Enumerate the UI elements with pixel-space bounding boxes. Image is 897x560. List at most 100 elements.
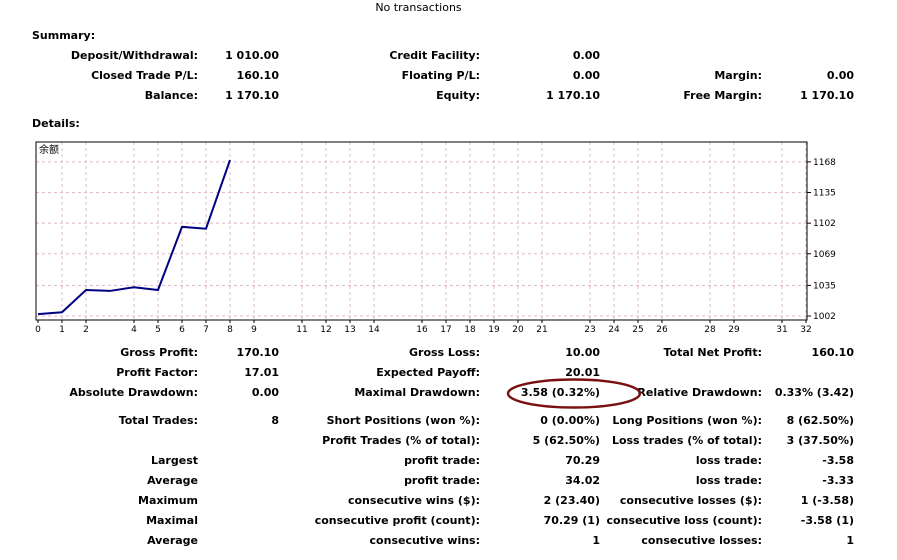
- total-trades-label: Total Trades:: [118, 414, 198, 427]
- chart-ticks: 0 1 2 4 5 6 7 8 9 11 12 13 14 16 17 18 19 20 21 23 24 25 26 28 2…: [35, 158, 836, 335]
- short-positions-value: 0 (0.00%): [540, 414, 600, 427]
- maximal-drawdown-value: 3.58 (0.32%): [520, 386, 600, 399]
- short-positions-label: Short Positions (won %):: [326, 414, 480, 427]
- gross-profit-value: 170.10: [236, 346, 279, 359]
- profit-trades-label: Profit Trades (% of total):: [322, 434, 480, 447]
- x-tick-label: 17: [440, 325, 451, 335]
- x-tick-label: 18: [464, 325, 476, 335]
- average-consecutive-wins-value: 1: [592, 534, 600, 547]
- chart-grid: [36, 142, 807, 320]
- maximal-consecutive-profit-label: consecutive profit (count):: [314, 514, 480, 527]
- x-tick-label: 32: [800, 325, 811, 335]
- y-tick-label: 1035: [813, 281, 836, 291]
- x-tick-label: 28: [704, 325, 716, 335]
- max-consecutive-losses-label: consecutive losses ($):: [619, 494, 762, 507]
- maximal-consecutive-profit-value: 70.29 (1): [543, 514, 600, 527]
- maximal-consecutive-loss-value: -3.58 (1): [800, 514, 854, 527]
- expected-payoff-label: Expected Payoff:: [376, 366, 480, 379]
- equity-label: Equity:: [436, 89, 480, 102]
- closed-pl-label: Closed Trade P/L:: [91, 69, 198, 82]
- summary-title: Summary:: [32, 29, 96, 42]
- balance-chart: 0 1 2 4 5 6 7 8 9 11 12 13 14 16 17 18 19 20 21 23 24 25 26 28 2…: [35, 141, 836, 335]
- profit-factor-label: Profit Factor:: [116, 366, 198, 379]
- free-margin-label: Free Margin:: [683, 89, 762, 102]
- total-trades-value: 8: [271, 414, 279, 427]
- x-tick-label: 21: [536, 325, 547, 335]
- long-positions-label: Long Positions (won %):: [612, 414, 762, 427]
- average-consecutive-losses-value: 1: [846, 534, 854, 547]
- y-tick-label: 1069: [813, 250, 836, 260]
- highlight-ellipse-shape: [506, 378, 642, 409]
- largest-loss-trade-value: -3.58: [822, 454, 854, 467]
- maximal-drawdown-label: Maximal Drawdown:: [354, 386, 480, 399]
- x-tick-label: 6: [179, 325, 185, 335]
- x-tick-label: 5: [155, 325, 161, 335]
- max-consecutive-losses-value: 1 (-3.58): [800, 494, 854, 507]
- largest-loss-trade-label: loss trade:: [695, 454, 762, 467]
- relative-drawdown-label: Relative Drawdown:: [637, 386, 762, 399]
- average-loss-trade-label: loss trade:: [695, 474, 762, 487]
- x-tick-label: 7: [203, 325, 209, 335]
- x-tick-label: 29: [728, 325, 740, 335]
- loss-trades-label: Loss trades (% of total):: [611, 434, 762, 447]
- balance-series-line: [37, 159, 231, 316]
- deposit-label: Deposit/Withdrawal:: [70, 49, 198, 62]
- y-tick-label: 1168: [813, 158, 836, 168]
- total-net-profit-value: 160.10: [811, 346, 854, 359]
- details-title: Details:: [32, 117, 80, 130]
- x-tick-label: 1: [59, 325, 65, 335]
- x-tick-label: 11: [296, 325, 307, 335]
- profit-factor-value: 17.01: [244, 366, 279, 379]
- average-profit-trade-value: 34.02: [565, 474, 600, 487]
- x-tick-label: 2: [83, 325, 89, 335]
- equity-value: 1 170.10: [546, 89, 600, 102]
- largest-profit-trade-label: profit trade:: [404, 454, 480, 467]
- credit-value: 0.00: [572, 49, 600, 62]
- average-consecutive-label: Average: [147, 534, 198, 547]
- relative-drawdown-value: 0.33% (3.42): [774, 386, 854, 399]
- x-tick-label: 12: [320, 325, 331, 335]
- x-tick-label: 9: [251, 325, 257, 335]
- balance-label: Balance:: [144, 89, 198, 102]
- highlight-ellipse: [506, 378, 642, 409]
- x-tick-label: 19: [488, 325, 500, 335]
- free-margin-value: 1 170.10: [800, 89, 854, 102]
- average-consecutive-wins-label: consecutive wins:: [369, 534, 480, 547]
- x-tick-label: 4: [131, 325, 137, 335]
- chart-title: 余额: [39, 143, 59, 156]
- average-label: Average: [147, 474, 198, 487]
- margin-value: 0.00: [826, 69, 854, 82]
- floating-pl-label: Floating P/L:: [401, 69, 480, 82]
- x-tick-label: 13: [344, 325, 355, 335]
- max-consecutive-wins-value: 2 (23.40): [543, 494, 600, 507]
- deposit-value: 1 010.00: [225, 49, 279, 62]
- largest-label: Largest: [151, 454, 198, 467]
- balance-value: 1 170.10: [225, 89, 279, 102]
- long-positions-value: 8 (62.50%): [786, 414, 854, 427]
- y-tick-label: 1102: [813, 219, 836, 229]
- gross-loss-value: 10.00: [565, 346, 600, 359]
- x-tick-label: 31: [776, 325, 787, 335]
- y-tick-label: 1135: [813, 189, 836, 199]
- gross-loss-label: Gross Loss:: [409, 346, 480, 359]
- x-tick-label: 26: [656, 325, 668, 335]
- y-tick-label: 1002: [813, 312, 836, 322]
- x-tick-label: 14: [368, 325, 380, 335]
- floating-pl-value: 0.00: [572, 69, 600, 82]
- loss-trades-value: 3 (37.50%): [786, 434, 854, 447]
- x-tick-label: 24: [608, 325, 620, 335]
- expected-payoff-value: 20.01: [565, 366, 600, 379]
- average-profit-trade-label: profit trade:: [404, 474, 480, 487]
- absolute-drawdown-label: Absolute Drawdown:: [69, 386, 198, 399]
- x-tick-label: 0: [35, 325, 41, 335]
- absolute-drawdown-value: 0.00: [251, 386, 279, 399]
- maximal-label: Maximal: [146, 514, 198, 527]
- maximal-consecutive-loss-label: consecutive loss (count):: [606, 514, 762, 527]
- total-net-profit-label: Total Net Profit:: [663, 346, 763, 359]
- average-consecutive-losses-label: consecutive losses:: [641, 534, 762, 547]
- x-tick-label: 16: [416, 325, 428, 335]
- max-consecutive-wins-label: consecutive wins ($):: [347, 494, 480, 507]
- closed-pl-value: 160.10: [236, 69, 279, 82]
- profit-trades-value: 5 (62.50%): [532, 434, 600, 447]
- credit-label: Credit Facility:: [389, 49, 480, 62]
